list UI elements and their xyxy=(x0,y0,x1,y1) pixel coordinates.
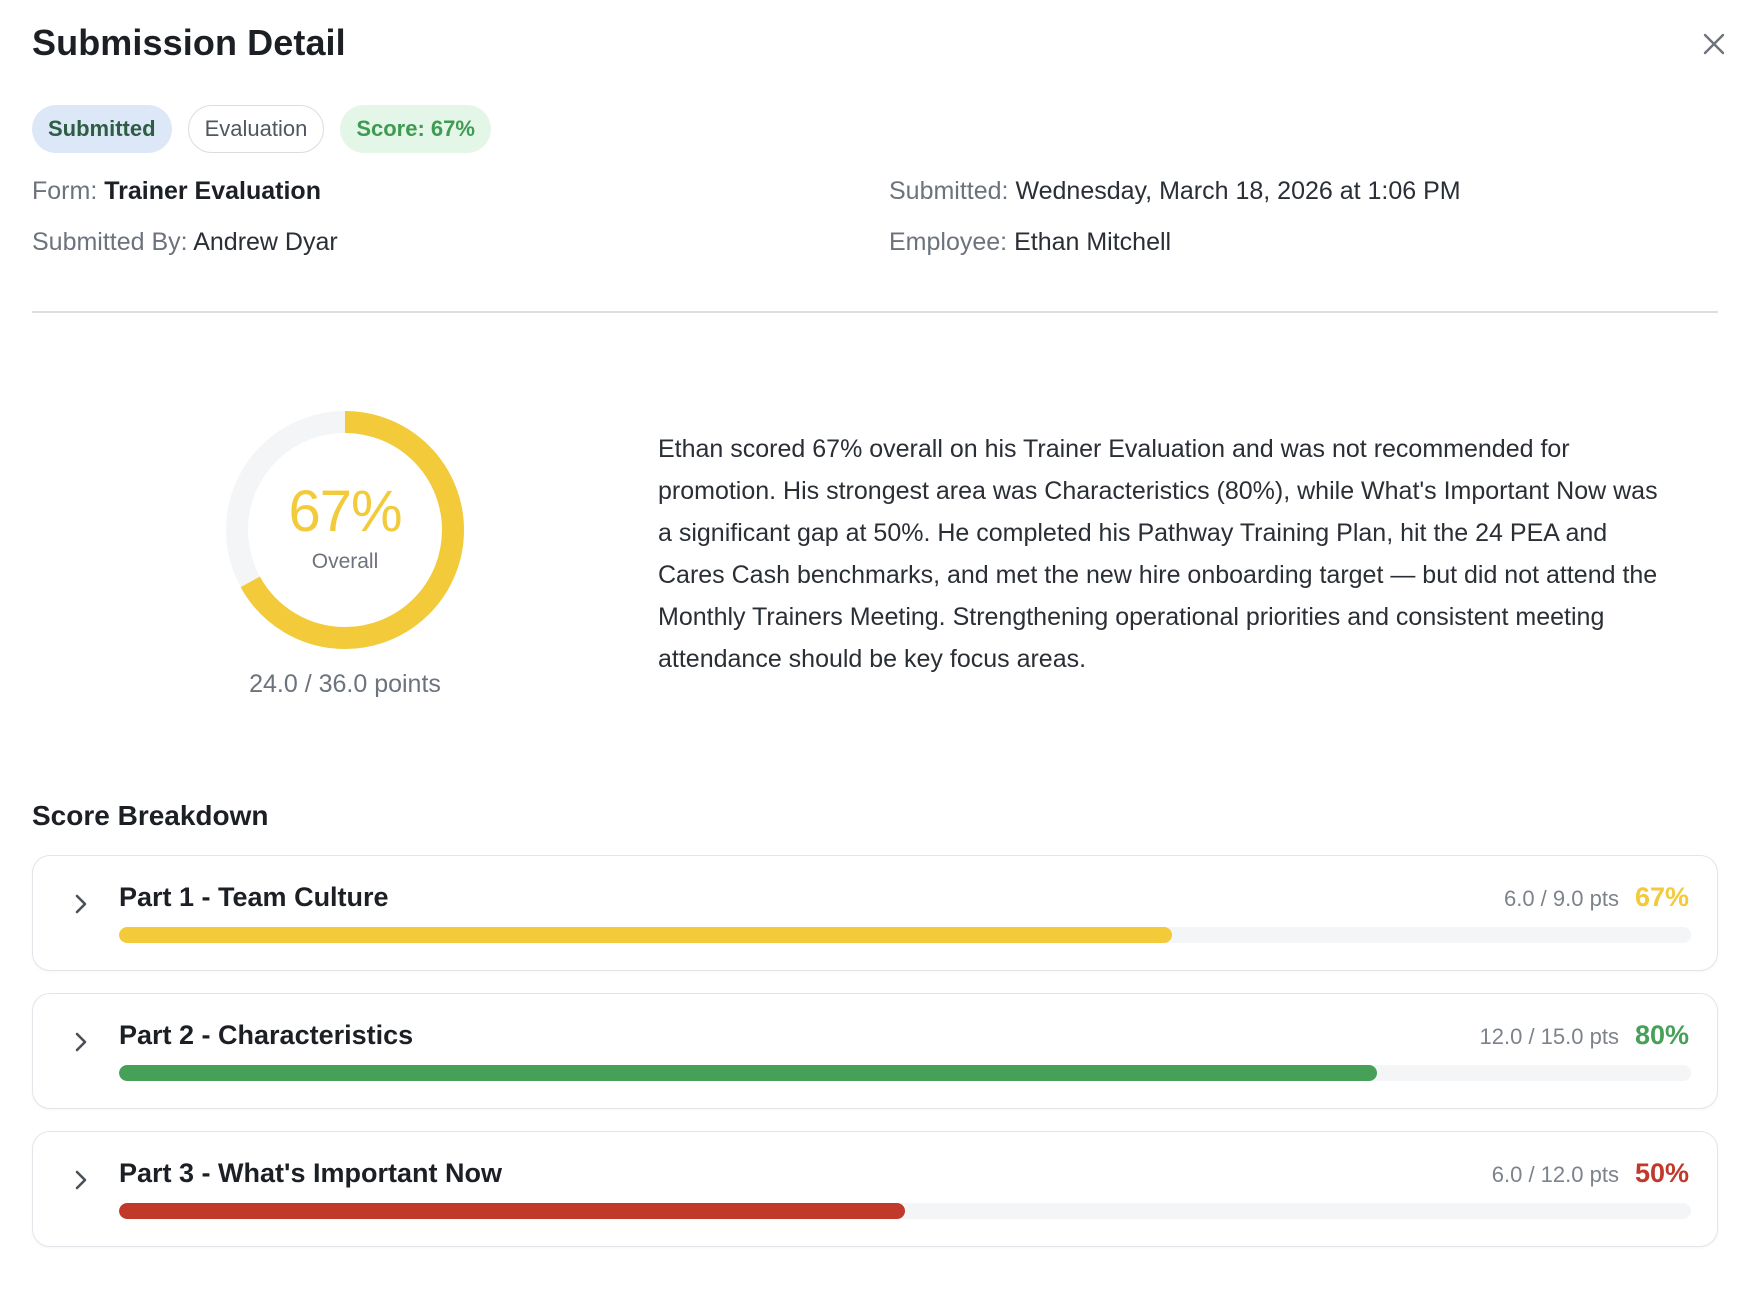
overall-points: 24.0 / 36.0 points xyxy=(249,670,441,698)
status-badge: Submitted xyxy=(32,105,172,153)
breakdown-part[interactable]: Part 1 - Team Culture 6.0 / 9.0 pts 67% xyxy=(32,855,1718,971)
close-button[interactable] xyxy=(1696,26,1732,62)
donut-progress-arc xyxy=(226,411,464,649)
part-progress-track xyxy=(119,1203,1691,1219)
part-points: 12.0 / 15.0 pts xyxy=(1479,1024,1619,1049)
form-label: Form: xyxy=(32,177,98,205)
part-progress-fill xyxy=(119,1203,905,1219)
part-percent: 50% xyxy=(1634,1158,1689,1188)
summary-text: Ethan scored 67% overall on his Trainer … xyxy=(658,435,1658,673)
divider xyxy=(32,311,1718,313)
part-progress-fill xyxy=(119,1065,1377,1081)
part-progress-track xyxy=(119,927,1691,943)
submitted-by-meta: Submitted By: Andrew Dyar xyxy=(32,228,338,257)
type-badge: Evaluation xyxy=(187,105,325,153)
part-percent: 80% xyxy=(1634,1020,1689,1050)
chevron-right-icon[interactable] xyxy=(71,1165,91,1195)
part-name: Part 1 - Team Culture xyxy=(119,882,389,912)
dialog-title: Submission Detail xyxy=(32,22,346,63)
score-badge: Score: 67% xyxy=(340,105,491,153)
badge-row: Submitted Evaluation Score: 67% xyxy=(32,105,491,153)
employee-value: Ethan Mitchell xyxy=(1014,228,1172,256)
score-breakdown-title: Score Breakdown xyxy=(32,800,269,831)
employee-label: Employee: xyxy=(889,228,1008,256)
part-percent: 67% xyxy=(1634,882,1689,912)
overall-label: Overall xyxy=(311,550,379,573)
submitted-date-meta: Submitted: Wednesday, March 18, 2026 at … xyxy=(889,177,1461,206)
breakdown-part[interactable]: Part 2 - Characteristics 12.0 / 15.0 pts… xyxy=(32,993,1718,1109)
overall-score-donut xyxy=(226,411,464,649)
close-icon xyxy=(1703,33,1725,55)
submitted-by-value: Andrew Dyar xyxy=(193,228,338,256)
part-score: 12.0 / 15.0 pts 80% xyxy=(1480,1020,1689,1051)
employee-meta: Employee: Ethan Mitchell xyxy=(889,228,1171,257)
part-score: 6.0 / 9.0 pts 67% xyxy=(1504,882,1689,913)
part-name: Part 3 - What's Important Now xyxy=(119,1158,502,1188)
overall-percent: 67% xyxy=(288,479,402,544)
part-progress-fill xyxy=(119,927,1173,943)
breakdown-part[interactable]: Part 3 - What's Important Now 6.0 / 12.0… xyxy=(32,1131,1718,1247)
form-value: Trainer Evaluation xyxy=(104,177,321,205)
form-meta: Form: Trainer Evaluation xyxy=(32,177,321,206)
part-points: 6.0 / 12.0 pts xyxy=(1491,1162,1619,1187)
part-name: Part 2 - Characteristics xyxy=(119,1020,414,1050)
submitted-value: Wednesday, March 18, 2026 at 1:06 PM xyxy=(1015,177,1461,205)
part-score: 6.0 / 12.0 pts 50% xyxy=(1492,1158,1689,1189)
submitted-label: Submitted: xyxy=(889,177,1009,205)
chevron-right-icon[interactable] xyxy=(71,1027,91,1057)
chevron-right-icon[interactable] xyxy=(71,889,91,919)
submitted-by-label: Submitted By: xyxy=(32,228,188,256)
part-progress-track xyxy=(119,1065,1691,1081)
part-points: 6.0 / 9.0 pts xyxy=(1503,886,1619,911)
